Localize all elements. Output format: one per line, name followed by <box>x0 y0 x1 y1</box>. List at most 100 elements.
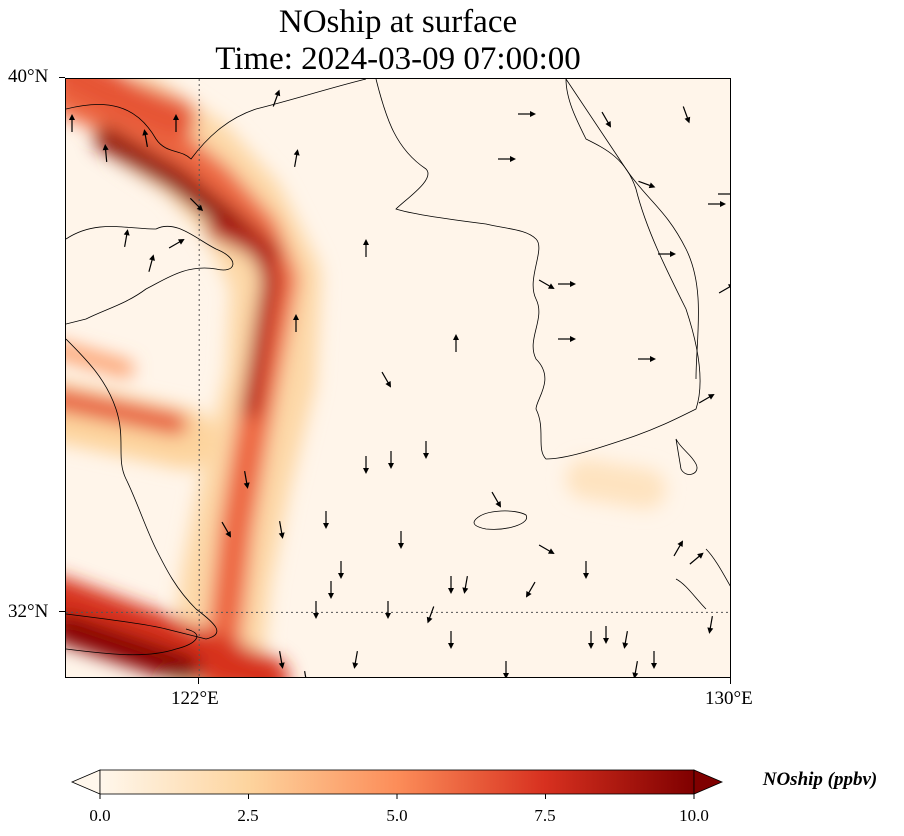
wind-arrow <box>363 239 369 257</box>
wind-arrow <box>651 651 657 669</box>
wind-arrow <box>453 334 459 352</box>
wind-arrow <box>69 114 75 132</box>
wind-arrow-head <box>503 673 509 677</box>
wind-arrow-shaft <box>601 111 610 125</box>
band-lane-core <box>207 220 280 418</box>
wind-arrow <box>338 561 344 579</box>
wind-arrow-head <box>605 120 611 128</box>
wind-arrow-shaft <box>354 651 358 666</box>
band-offshore <box>566 459 666 509</box>
wind-arrow-shaft <box>381 371 390 385</box>
colorbar-min-extend <box>70 769 101 795</box>
wind-arrow-head <box>684 116 691 124</box>
wind-arrow <box>328 581 334 599</box>
wind-arrow-head <box>622 642 629 649</box>
wind-arrow-head <box>588 643 594 649</box>
wind-arrow-head <box>338 573 344 579</box>
coastline-segment <box>66 225 234 325</box>
wind-arrow-head <box>352 662 359 669</box>
wind-arrow <box>426 606 435 624</box>
wind-arrow <box>658 251 676 257</box>
map-title: NOship at surface <box>278 4 518 40</box>
band-west-2 <box>66 343 134 377</box>
wind-arrow-head <box>603 638 609 644</box>
wind-arrow <box>168 239 185 249</box>
gridlines <box>66 79 730 677</box>
colorbar-gradient <box>99 769 695 795</box>
lon-label-130: 130°E <box>705 688 753 709</box>
wind-arrow-head <box>293 314 299 320</box>
wind-arrow <box>448 576 454 594</box>
coastline-segment <box>66 338 218 640</box>
wind-arrow-head <box>323 523 329 529</box>
lat-label-32: 32°N <box>8 601 49 622</box>
lon-tick-130 <box>730 678 731 684</box>
wind-arrow-shaft <box>638 180 652 187</box>
wind-arrow-shaft <box>698 395 712 404</box>
coastline-segment <box>565 79 699 380</box>
wind-arrow-head <box>547 283 555 289</box>
wind-arrow <box>718 284 730 294</box>
wind-arrow <box>123 229 130 247</box>
coastline-segment <box>375 79 701 460</box>
wind-arrow-shaft <box>709 616 713 631</box>
wind-arrow-head <box>648 182 656 189</box>
wind-arrow <box>278 651 285 669</box>
wind-arrow-head <box>196 204 204 212</box>
wind-arrow-head <box>278 662 285 669</box>
wind-arrow <box>462 576 469 594</box>
wind-arrow <box>142 129 149 147</box>
wind-arrow <box>538 279 555 289</box>
wind-arrow-shaft <box>491 491 500 505</box>
wind-arrow <box>189 197 204 212</box>
wind-arrow <box>707 616 714 634</box>
wind-arrow-head <box>495 500 501 508</box>
lat-tick-40 <box>59 77 65 78</box>
wind-arrow-head <box>651 663 657 669</box>
wind-arrow-head <box>453 334 459 340</box>
map-canvas <box>66 79 730 677</box>
wind-arrow <box>352 651 359 669</box>
wind-arrow <box>682 106 691 124</box>
wind-arrow-shaft <box>538 544 552 553</box>
map-panel[interactable] <box>65 78 731 678</box>
wind-arrow-head <box>149 254 155 261</box>
coastline-segment <box>66 628 198 656</box>
wind-arrow <box>221 521 231 538</box>
wind-arrow-head <box>225 530 231 538</box>
wind-arrow <box>638 180 656 189</box>
wind-arrow <box>518 111 536 117</box>
wind-arrow-head <box>448 588 454 594</box>
coastline-segment <box>66 79 367 160</box>
wind-arrow <box>313 601 319 619</box>
colorbar-tick-0: 0.0 <box>89 806 111 825</box>
wind-arrow <box>398 531 404 549</box>
wind-arrow-head <box>707 394 715 400</box>
wind-arrow <box>423 441 429 459</box>
wind-arrow <box>638 356 656 362</box>
wind-arrow <box>148 254 155 272</box>
wind-arrow <box>293 149 300 167</box>
wind-arrow-shaft <box>718 285 730 294</box>
wind-arrow-head <box>274 89 281 97</box>
wind-arrow-head <box>313 613 319 619</box>
coastline-segment <box>675 548 730 610</box>
wind-arrow-shaft <box>168 240 182 249</box>
wind-arrow-head <box>102 144 109 151</box>
wind-arrow-head <box>173 114 179 120</box>
lat-label-40: 40°N <box>8 66 49 87</box>
colorbar <box>70 769 724 799</box>
wind-arrow <box>363 456 369 474</box>
wind-arrow <box>538 544 555 554</box>
wind-arrow <box>689 552 704 565</box>
wind-vectors <box>69 89 730 677</box>
wind-arrow-shaft <box>144 132 148 147</box>
wind-arrow-head <box>385 380 391 388</box>
colorbar-max-extend <box>693 769 724 795</box>
wind-arrow-head <box>727 284 730 290</box>
wind-arrow-shaft <box>279 651 283 666</box>
wind-arrow-shaft <box>294 152 298 167</box>
wind-arrow-head <box>123 229 130 236</box>
wind-arrow-shaft <box>189 197 201 209</box>
wind-arrow <box>388 451 394 469</box>
